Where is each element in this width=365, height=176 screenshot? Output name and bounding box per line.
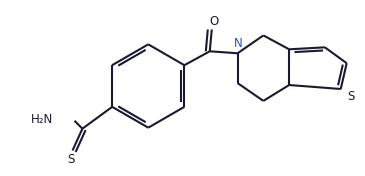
Text: O: O [209, 15, 218, 28]
Text: S: S [67, 153, 74, 166]
Text: N: N [234, 37, 243, 50]
Text: H₂N: H₂N [30, 113, 53, 126]
Text: S: S [347, 90, 354, 103]
